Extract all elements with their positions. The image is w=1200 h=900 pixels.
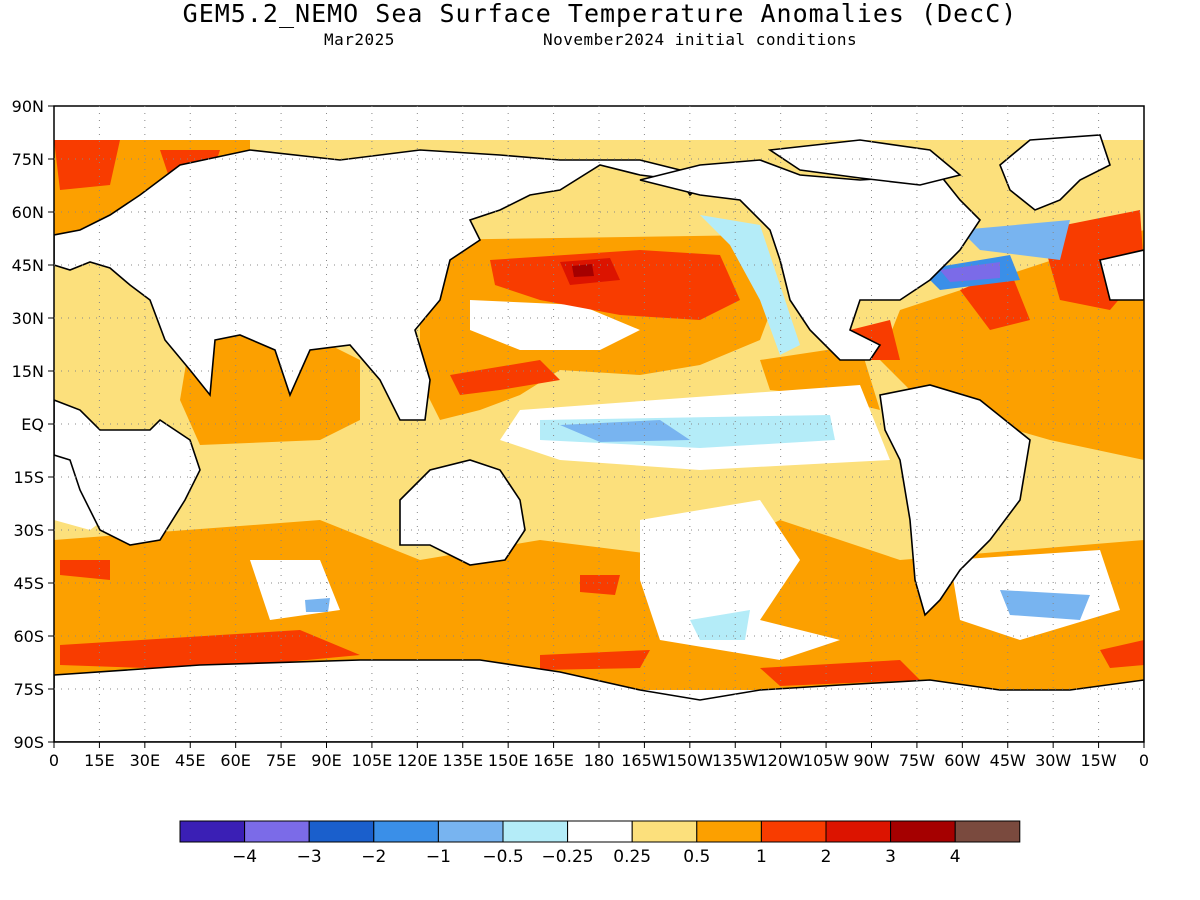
lat-tick-label: 60S [13,627,44,646]
colorbar-label: 3 [885,847,896,867]
lat-tick-label: 30S [13,521,44,540]
colorbar-label: −0.25 [542,847,594,867]
lon-tick-label: 105E [352,751,393,770]
colorbar-swatch [502,820,569,843]
colorbar-swatch [437,820,504,843]
lon-tick-label: 0 [1139,751,1149,770]
north-america-land [639,159,982,361]
lat-tick-label: EQ [21,415,44,434]
lon-tick-label: 60E [220,751,250,770]
map-title: GEM5.2_NEMO Sea Surface Temperature Anom… [182,0,1018,28]
lat-tick-label: 30N [12,309,44,328]
colorbar-label: 2 [821,847,832,867]
lon-tick-label: 90E [311,751,341,770]
lon-tick-label: 45E [175,751,205,770]
lon-tick-label: 45W [990,751,1026,770]
lat-tick-label: 75N [12,150,44,169]
colorbar-swatch [954,820,1021,843]
colorbar-label: 0.25 [613,847,651,867]
colorbar [179,820,1021,843]
lon-tick-label: 75E [266,751,296,770]
lon-tick-label: 150W [667,751,714,770]
lat-tick-label: 45S [13,574,44,593]
colorbar-label: −3 [297,847,322,867]
longitude-labels: 0 15E 30E 45E 60E 75E 90E 105E 120E 135E 150E 165E 1… [49,742,1149,770]
colorbar-swatch [631,820,698,843]
lon-tick-label: 0 [49,751,59,770]
europe-land [1099,249,1144,301]
lon-tick-label: 75W [899,751,935,770]
graticule [54,106,1144,742]
valid-month-label: Mar2025 [324,30,395,49]
colorbar-label: −4 [232,847,257,867]
latitude-labels: 90N 75N 60N 45N 30N 15N EQ 15S 30S 45S 60S 75S 90S [12,97,54,752]
lat-tick-label: 60N [12,203,44,222]
lat-tick-label: 45N [12,256,44,275]
colorbar-label: 0.5 [683,847,710,867]
lon-tick-label: 60W [944,751,980,770]
lon-tick-label: 90W [853,751,889,770]
colorbar-swatch [825,820,892,843]
lon-tick-label: 105W [803,751,850,770]
lon-tick-label: 165W [621,751,668,770]
initial-conditions-label: November2024 initial conditions [543,30,858,49]
colorbar-swatch [373,820,439,843]
lon-tick-label: 165E [533,751,574,770]
lat-tick-label: 90N [12,97,44,116]
colorbar-label: −1 [426,847,451,867]
colorbar-swatch [308,820,375,843]
colorbar-swatch [567,820,633,843]
colorbar-labels: −4 −3 −2 −1 −0.5 −0.25 0.25 0.5 1 2 3 4 [232,847,961,867]
lon-tick-label: 30W [1035,751,1071,770]
colorbar-label: −2 [361,847,386,867]
lon-tick-label: 120W [757,751,804,770]
colorbar-swatch [179,820,246,843]
lat-tick-label: 90S [13,733,44,752]
lon-tick-label: 150E [488,751,529,770]
colorbar-label: 4 [950,847,961,867]
greenland-land [999,134,1111,211]
africa-eurasia-land [54,149,702,421]
lon-tick-label: 15E [84,751,114,770]
africa-land [54,399,201,546]
lon-tick-label: 15W [1080,751,1116,770]
lat-tick-label: 15S [13,468,44,487]
lon-tick-label: 135W [712,751,759,770]
lon-tick-label: 135E [442,751,483,770]
south-america-land [879,384,1031,617]
colorbar-swatch [244,820,310,843]
lat-tick-label: 15N [12,362,44,381]
colorbar-label: 1 [756,847,767,867]
colorbar-label: −0.5 [482,847,523,867]
colorbar-swatch [760,820,827,843]
colorbar-swatch [890,820,956,843]
lon-tick-label: 180 [584,751,615,770]
lon-tick-label: 120E [397,751,438,770]
colorbar-swatch [696,820,762,843]
lon-tick-label: 30E [130,751,160,770]
lat-tick-label: 75S [13,680,44,699]
